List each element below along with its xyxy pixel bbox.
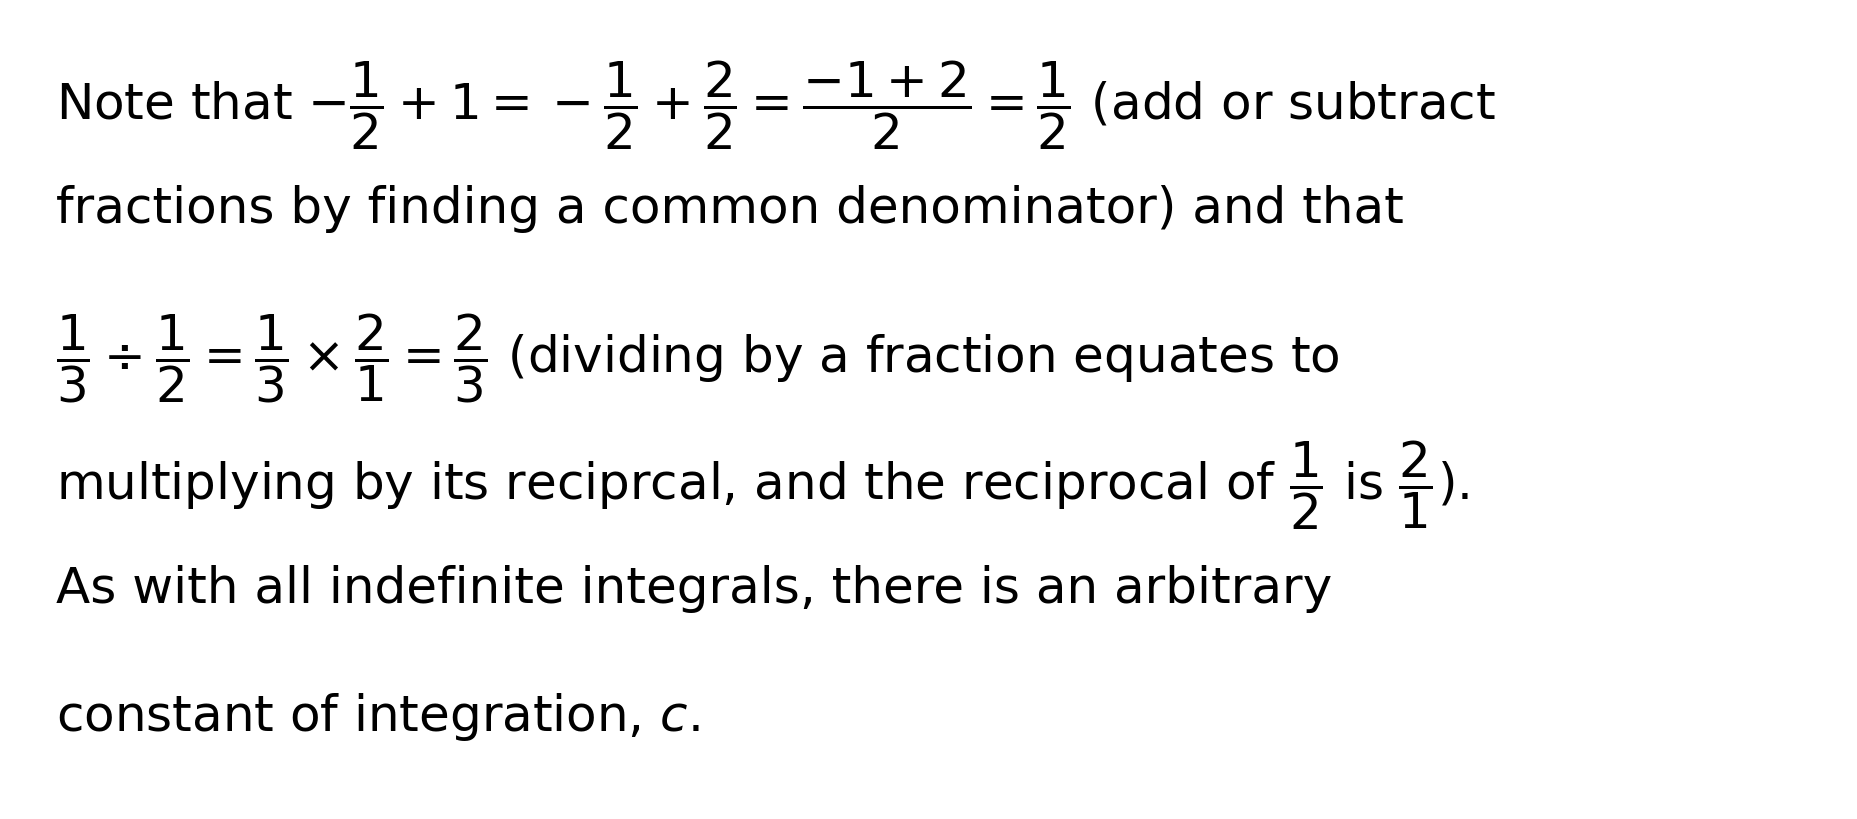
Text: fractions by finding a common denominator) and that: fractions by finding a common denominato… bbox=[56, 185, 1402, 233]
Text: $\dfrac{1}{3} \div \dfrac{1}{2} = \dfrac{1}{3} \times \dfrac{2}{1} = \dfrac{2}{3: $\dfrac{1}{3} \div \dfrac{1}{2} = \dfrac… bbox=[56, 311, 1339, 405]
Text: As with all indefinite integrals, there is an arbitrary: As with all indefinite integrals, there … bbox=[56, 564, 1331, 613]
Text: Note that $-\dfrac{1}{2}+1 = -\dfrac{1}{2}+\dfrac{2}{2} = \dfrac{-1+2}{2} = \dfr: Note that $-\dfrac{1}{2}+1 = -\dfrac{1}{… bbox=[56, 58, 1495, 152]
Text: multiplying by its reciprcal, and the reciprocal of $\dfrac{1}{2}$ is $\dfrac{2}: multiplying by its reciprcal, and the re… bbox=[56, 438, 1469, 532]
Text: constant of integration, $c$.: constant of integration, $c$. bbox=[56, 691, 698, 743]
